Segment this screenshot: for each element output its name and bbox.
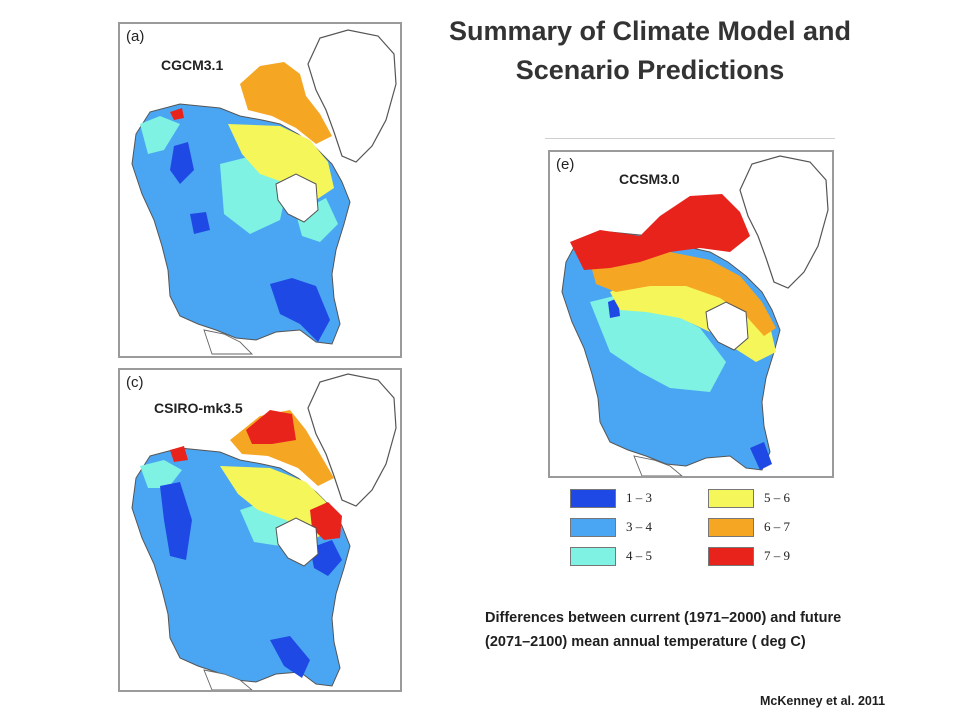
- legend-item: 6 – 7: [708, 516, 808, 540]
- greenland-outline: [307, 373, 397, 507]
- panel-letter: (e): [556, 156, 575, 173]
- map-panel-ccsm3: (e): [548, 150, 834, 478]
- map-panel-csiro: (c): [118, 368, 402, 692]
- legend-label: 1 – 3: [626, 490, 652, 505]
- hudson-bay: [275, 173, 319, 223]
- legend-swatch: [708, 489, 754, 508]
- legend-label: 4 – 5: [626, 548, 652, 563]
- hudson-bay: [275, 517, 319, 567]
- legend-item: 1 – 3: [570, 487, 670, 511]
- map-csiro: [131, 373, 397, 690]
- legend: 1 – 3 3 – 4 4 – 5 5 – 6 6 – 7 7 – 9: [570, 487, 790, 573]
- model-label-ccsm3: CCSM3.0: [619, 171, 680, 187]
- legend-item: 3 – 4: [570, 516, 670, 540]
- legend-swatch: [570, 489, 616, 508]
- caption-line-1: Differences between current (1971–2000) …: [485, 610, 842, 626]
- zone-6-7: [590, 248, 776, 336]
- divider-line: [545, 138, 835, 139]
- legend-swatch: [708, 518, 754, 537]
- zone-4-5: [140, 116, 338, 242]
- greenland-outline: [307, 29, 397, 163]
- legend-item: 7 – 9: [708, 545, 808, 569]
- legend-label: 3 – 4: [626, 519, 652, 534]
- legend-swatch: [570, 518, 616, 537]
- zone-7-9: [170, 410, 342, 540]
- panel-letter: (c): [126, 374, 144, 391]
- zone-4-5: [140, 460, 296, 546]
- zone-1-3: [170, 142, 330, 342]
- map-ccsm3: [561, 155, 829, 476]
- figure-caption: Differences between current (1971–2000) …: [485, 606, 915, 654]
- legend-item: 4 – 5: [570, 545, 670, 569]
- legend-item: 5 – 6: [708, 487, 808, 511]
- mexico-outline: [633, 455, 683, 476]
- mexico-outline: [203, 329, 254, 355]
- legend-label: 7 – 9: [764, 548, 790, 563]
- mexico-outline: [203, 669, 253, 690]
- legend-swatch: [708, 547, 754, 566]
- zone-6-7: [240, 62, 332, 144]
- panel-letter: (a): [126, 28, 145, 45]
- model-label-csiro: CSIRO-mk3.5: [154, 400, 243, 416]
- legend-label: 5 – 6: [764, 490, 790, 505]
- zone-1-3: [160, 482, 342, 678]
- citation: McKenney et al. 2011: [760, 694, 886, 708]
- hudson-bay: [705, 301, 749, 351]
- page-title: Summary of Climate Model and Scenario Pr…: [420, 12, 880, 90]
- legend-swatch: [570, 547, 616, 566]
- zone-1-3: [608, 298, 772, 470]
- greenland-outline: [739, 155, 829, 289]
- zone-7-9: [170, 108, 184, 120]
- legend-label: 6 – 7: [764, 519, 790, 534]
- title-line-1: Summary of Climate Model and: [448, 16, 852, 46]
- map-panel-cgcm3: (a): [118, 22, 402, 358]
- model-label-cgcm3: CGCM3.1: [161, 57, 224, 73]
- zone-4-5: [590, 292, 726, 392]
- zone-7-9: [570, 194, 750, 270]
- map-cgcm3: [131, 29, 397, 355]
- title-line-2: Scenario Predictions: [515, 55, 785, 85]
- caption-line-2: (2071–2100) mean annual temperature ( de…: [485, 634, 806, 650]
